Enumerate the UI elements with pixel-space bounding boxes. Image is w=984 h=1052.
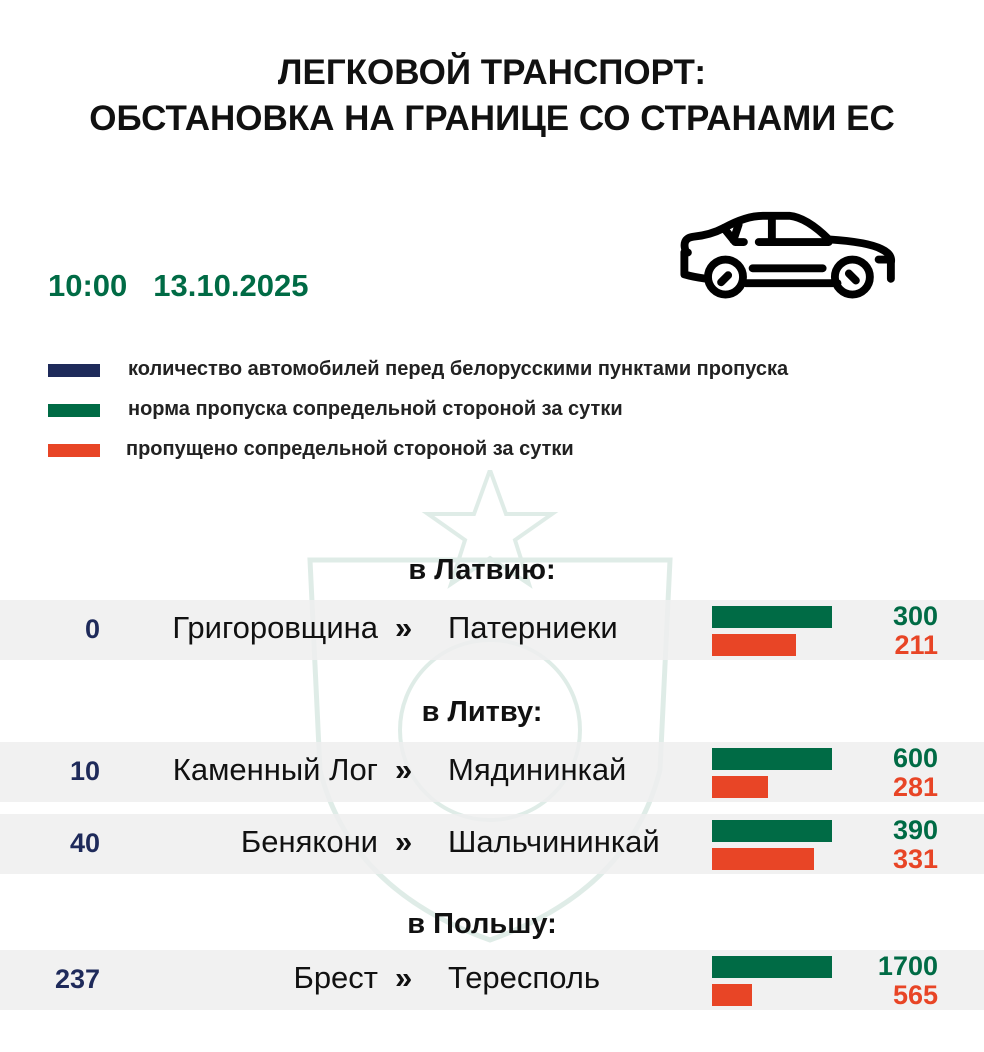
time: 10:00 xyxy=(48,268,128,303)
crossing-row: 40 Бенякони » Шальчининкай 390 331 xyxy=(0,814,984,874)
passed-bar xyxy=(712,634,796,656)
legend-swatch xyxy=(48,404,100,417)
destination-checkpoint: Мядининкай xyxy=(448,752,627,787)
legend-swatch xyxy=(48,364,100,377)
double-chevron-icon: » xyxy=(395,610,413,645)
norm-bar xyxy=(712,748,832,770)
queue-count: 40 xyxy=(69,828,100,858)
origin-checkpoint: Григоровщина xyxy=(172,610,378,645)
origin-checkpoint: Каменный Лог xyxy=(172,752,378,787)
norm-value: 600 xyxy=(892,743,938,773)
legend-label: количество автомобилей перед белорусским… xyxy=(128,358,789,380)
norm-value: 300 xyxy=(892,601,938,631)
passed-value: 331 xyxy=(892,844,938,874)
legend-label: пропущено сопредельной стороной за сутки xyxy=(126,438,574,460)
passed-bar xyxy=(712,848,814,870)
crossing-row: 10 Каменный Лог » Мядининкай 600 281 xyxy=(0,742,984,802)
norm-value: 390 xyxy=(892,815,938,845)
passed-value: 565 xyxy=(892,980,938,1010)
passed-bar xyxy=(712,984,752,1006)
queue-count: 0 xyxy=(84,614,100,644)
norm-value: 1700 xyxy=(877,951,938,981)
section-title: в Литву: xyxy=(421,696,543,728)
passed-value: 281 xyxy=(892,772,938,802)
crossing-row: 237 Брест » Тересполь 1700 565 xyxy=(0,950,984,1010)
queue-count: 237 xyxy=(54,964,100,994)
car-icon xyxy=(680,211,896,299)
crossing-row: 0 Григоровщина » Патерниеки 300 211 xyxy=(0,600,984,660)
passed-bar xyxy=(712,776,768,798)
title-line-1: ЛЕГКОВОЙ ТРАНСПОРТ: xyxy=(277,53,707,92)
section-title: в Латвию: xyxy=(408,554,556,586)
section-title: в Польшу: xyxy=(407,908,557,940)
double-chevron-icon: » xyxy=(395,824,413,859)
origin-checkpoint: Брест xyxy=(293,960,378,995)
origin-checkpoint: Бенякони xyxy=(240,824,378,859)
double-chevron-icon: » xyxy=(395,752,413,787)
norm-bar xyxy=(712,606,832,628)
legend-label: норма пропуска сопредельной стороной за … xyxy=(128,398,623,420)
destination-checkpoint: Патерниеки xyxy=(448,610,618,645)
title-line-2: ОБСТАНОВКА НА ГРАНИЦЕ СО СТРАНАМИ ЕС xyxy=(89,99,895,138)
legend-swatch xyxy=(48,444,100,457)
passed-value: 211 xyxy=(894,630,938,660)
norm-bar xyxy=(712,820,832,842)
destination-checkpoint: Тересполь xyxy=(448,960,601,995)
page-title: ЛЕГКОВОЙ ТРАНСПОРТ: ОБСТАНОВКА НА ГРАНИЦ… xyxy=(0,50,984,142)
norm-bar xyxy=(712,956,832,978)
destination-checkpoint: Шальчининкай xyxy=(448,824,660,859)
date: 13.10.2025 xyxy=(153,268,309,303)
timestamp: 10:00 13.10.2025 xyxy=(48,268,334,304)
double-chevron-icon: » xyxy=(395,960,413,995)
queue-count: 10 xyxy=(69,756,100,786)
